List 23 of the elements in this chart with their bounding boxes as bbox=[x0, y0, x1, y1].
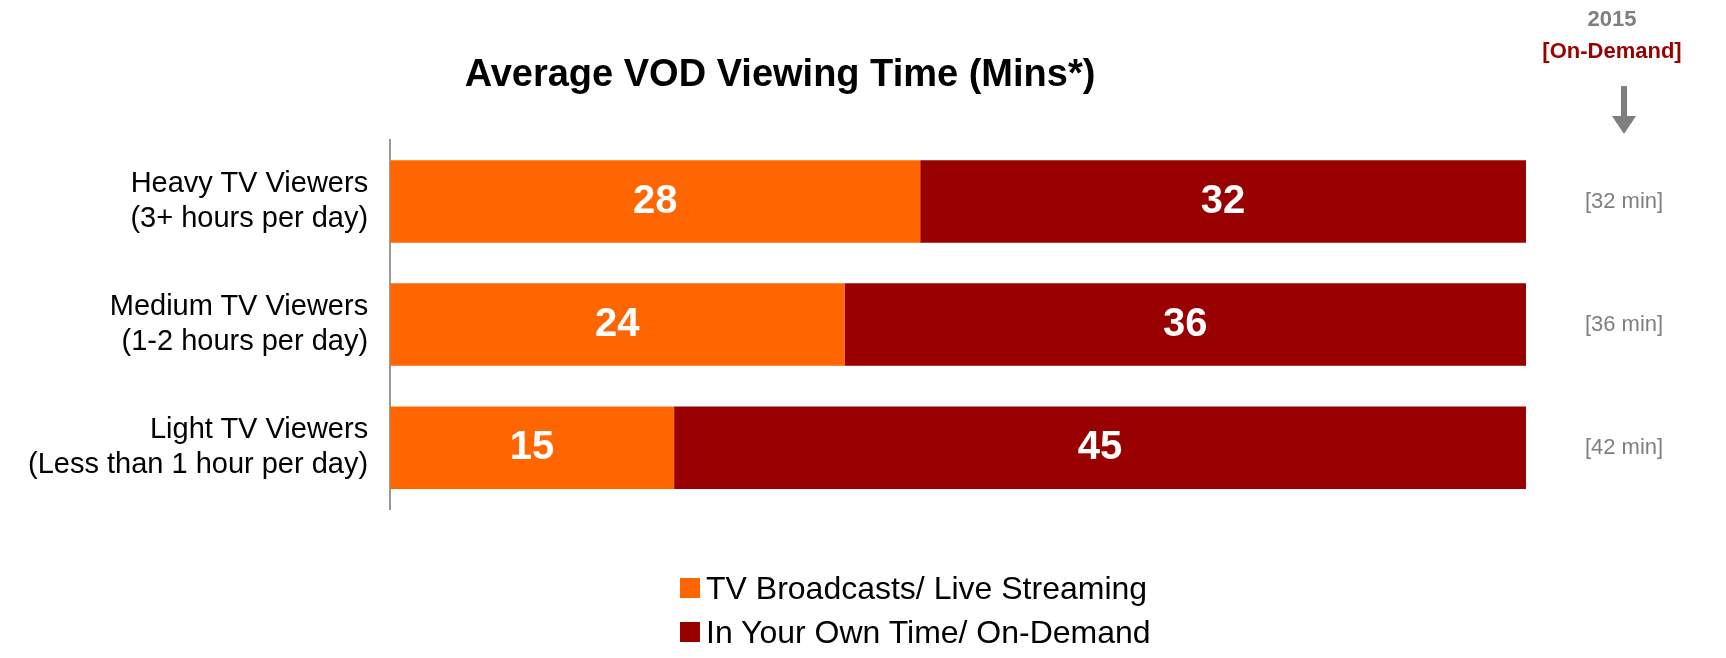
bar bbox=[674, 406, 1526, 489]
bar bbox=[844, 283, 1526, 366]
data-label: 32 bbox=[1200, 176, 1246, 221]
text: [32 min] bbox=[1584, 187, 1664, 213]
data-label: 36 bbox=[1162, 299, 1208, 344]
data-label: 15 bbox=[509, 422, 555, 467]
bar bbox=[390, 283, 845, 366]
bar bbox=[390, 160, 921, 243]
text: [On-Demand] bbox=[1541, 38, 1683, 64]
bar bbox=[390, 406, 675, 489]
y-tick-label: Light TV Viewers (Less than 1 hour per day) bbox=[27, 412, 369, 480]
text: 2015 bbox=[1586, 6, 1638, 32]
data-label: 45 bbox=[1077, 422, 1123, 467]
y-tick-label: Heavy TV Viewers (3+ hours per day) bbox=[130, 166, 369, 233]
text: [42 min] bbox=[1584, 433, 1664, 459]
text: [36 min] bbox=[1584, 310, 1664, 336]
data-label: 28 bbox=[632, 176, 678, 221]
legend-label: TV Broadcasts/ Live Streaming bbox=[706, 569, 1148, 607]
chart-title: Average VOD Viewing Time (Mins*) bbox=[463, 52, 1097, 95]
bar bbox=[920, 160, 1526, 243]
legend-label: In Your Own Time/ On-Demand bbox=[706, 613, 1151, 651]
y-tick-label: Medium TV Viewers (1-2 hours per day) bbox=[109, 289, 369, 356]
data-label: 24 bbox=[595, 299, 641, 344]
